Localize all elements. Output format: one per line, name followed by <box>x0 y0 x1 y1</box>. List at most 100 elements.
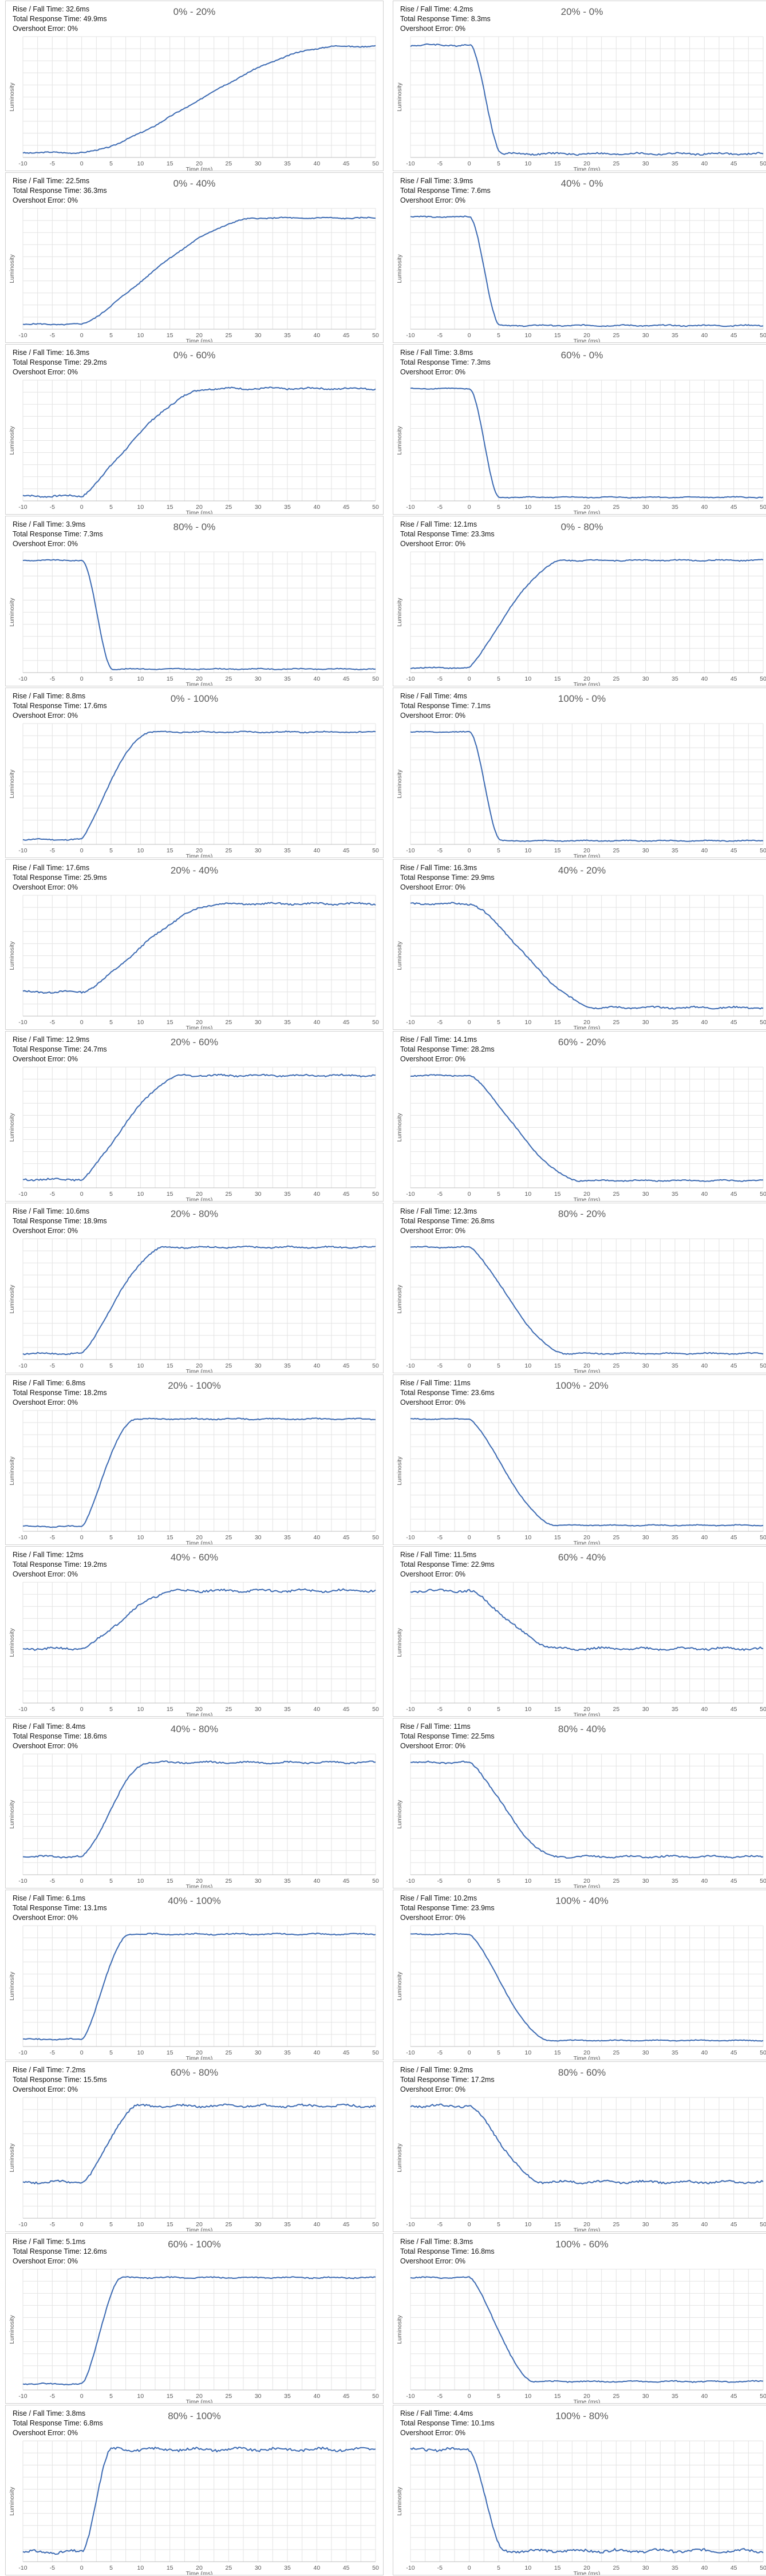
x-tick-label: 50 <box>760 2049 766 2056</box>
stats-block: Rise / Fall Time: 5.1ms Total Response Ti… <box>13 2237 107 2266</box>
gridlines <box>410 895 764 1017</box>
x-tick-label: 15 <box>554 675 561 682</box>
rise-fall-value: 3.9ms <box>453 177 473 185</box>
x-tick-label: -10 <box>406 1019 414 1026</box>
x-tick-label: 35 <box>672 332 678 339</box>
rise-fall-time-stat: Rise / Fall Time: 8.3ms <box>400 2238 473 2246</box>
x-tick-label: 15 <box>167 1362 173 1369</box>
x-tick-label: 30 <box>642 1019 649 1026</box>
overshoot-label: Overshoot Error <box>13 1227 64 1235</box>
x-tick-label: -5 <box>50 160 55 167</box>
overshoot-error-stat: Overshoot Error: 0% <box>400 196 465 204</box>
x-tick-label: 5 <box>109 2565 113 2571</box>
x-tick-label: 0 <box>80 847 84 854</box>
total-response-time-stat: Total Response Time: 8.3ms <box>400 15 491 23</box>
overshoot-label: Overshoot Error <box>13 368 64 376</box>
x-tick-label: 5 <box>497 847 500 854</box>
total-response-value: 22.5ms <box>471 1732 495 1740</box>
chart-svg: -10 -5 0 5 10 15 20 25 30 35 40 45 50 Time (ms) Lumino… <box>396 2097 766 2231</box>
overshoot-error-stat: Overshoot Error: 0% <box>400 540 465 548</box>
x-tick-label: 40 <box>313 332 320 339</box>
x-tick-label: 40 <box>701 160 708 167</box>
luminosity-series-line <box>410 1933 764 2042</box>
total-response-time-stat: Total Response Time: 13.1ms <box>13 1904 107 1912</box>
x-tick-label: 30 <box>642 332 649 339</box>
overshoot-label: Overshoot Error <box>13 540 64 548</box>
x-tick-label: 25 <box>225 1362 232 1369</box>
stats-block: Rise / Fall Time: 3.8ms Total Response Ti… <box>13 2409 103 2438</box>
x-tick-label: -10 <box>18 2393 27 2400</box>
x-tick-label: 50 <box>372 1191 379 1198</box>
chart-panel: -10 -5 0 5 10 15 20 25 30 35 40 45 50 Time (ms) Lumino… <box>393 1374 766 1545</box>
x-tick-label: -5 <box>437 675 443 682</box>
x-tick-label: 25 <box>225 1534 232 1541</box>
x-tick-label: 20 <box>583 1191 590 1198</box>
x-tick-label: 45 <box>731 2393 737 2400</box>
chart-panel: -10 -5 0 5 10 15 20 25 30 35 40 45 50 Time (ms) Lumino… <box>393 1203 766 1373</box>
chart-svg: -10 -5 0 5 10 15 20 25 30 35 40 45 50 Time (ms) Lumino… <box>9 1925 379 2060</box>
x-tick-label: 35 <box>284 160 291 167</box>
chart-title: 100% - 0% <box>558 693 606 704</box>
rise-fall-value: 14.1ms <box>453 1036 477 1044</box>
x-tick-label: 25 <box>225 160 232 167</box>
x-tick-label: 25 <box>613 1706 619 1713</box>
x-axis-label: Time (ms) <box>574 166 601 171</box>
total-response-label: Total Response Time <box>13 358 80 366</box>
total-response-time-stat: Total Response Time: 6.8ms <box>13 2419 103 2427</box>
x-tick-label: -5 <box>50 847 55 854</box>
stats-block: Rise / Fall Time: 12.1ms Total Response T… <box>400 520 495 549</box>
x-tick-label: -10 <box>18 1534 27 1541</box>
luminosity-series-line <box>22 1245 376 1356</box>
total-response-value: 23.9ms <box>471 1904 495 1912</box>
rise-fall-value: 32.6ms <box>66 5 90 13</box>
total-response-time-stat: Total Response Time: 23.9ms <box>400 1904 495 1912</box>
x-tick-label: 50 <box>760 2393 766 2400</box>
overshoot-value: 0% <box>67 1227 78 1235</box>
total-response-label: Total Response Time <box>400 1732 467 1740</box>
overshoot-value: 0% <box>67 883 78 891</box>
x-tick-label: -10 <box>406 675 414 682</box>
x-tick-label: 10 <box>137 2221 144 2228</box>
overshoot-error-stat: Overshoot Error: 0% <box>13 1914 78 1922</box>
x-tick-label: 35 <box>284 504 291 511</box>
x-tick-label: -5 <box>50 1362 55 1369</box>
y-axis-label: Luminosity <box>9 1800 15 1829</box>
x-tick-label: 30 <box>255 504 262 511</box>
gridlines <box>410 208 764 330</box>
gridlines <box>22 723 376 845</box>
x-tick-label: 50 <box>372 2221 379 2228</box>
x-axis-label: Time (ms) <box>574 1540 601 1545</box>
luminosity-series-line <box>22 1588 376 1651</box>
x-tick-label: 15 <box>167 2049 173 2056</box>
stats-block: Rise / Fall Time: 14.1ms Total Response T… <box>400 1035 495 1064</box>
x-tick-label: -10 <box>18 1191 27 1198</box>
x-tick-label: 45 <box>731 2049 737 2056</box>
y-axis-label: Luminosity <box>396 598 403 627</box>
x-tick-label: 15 <box>167 1019 173 1026</box>
gridlines <box>410 2097 764 2219</box>
total-response-label: Total Response Time <box>400 702 467 710</box>
x-tick-label: 20 <box>583 504 590 511</box>
y-axis-label: Luminosity <box>396 254 403 283</box>
x-tick-label: 50 <box>372 847 379 854</box>
x-tick-label: 40 <box>313 2565 320 2571</box>
x-tick-label: 0 <box>468 504 471 511</box>
rise-fall-value: 22.5ms <box>66 177 90 185</box>
x-tick-label: 45 <box>343 160 350 167</box>
x-tick-label: 5 <box>109 1019 113 1026</box>
total-response-value: 24.7ms <box>83 1045 107 1053</box>
x-tick-label: 50 <box>760 1019 766 1026</box>
chart-panel: -10 -5 0 5 10 15 20 25 30 35 40 45 50 Time (ms) Lumino… <box>5 859 384 1030</box>
rise-fall-label: Rise / Fall Time <box>13 177 62 185</box>
chart-panel: -10 -5 0 5 10 15 20 25 30 35 40 45 50 Time (ms) Lumino… <box>393 516 766 686</box>
x-tick-label: 10 <box>137 1191 144 1198</box>
y-axis-label: Luminosity <box>396 1113 403 1142</box>
x-tick-label: 35 <box>672 2049 678 2056</box>
x-tick-label: 5 <box>109 2049 113 2056</box>
overshoot-error-stat: Overshoot Error: 0% <box>400 25 465 33</box>
y-axis-label: Luminosity <box>9 426 15 455</box>
x-tick-label: -10 <box>406 504 414 511</box>
x-tick-label: -10 <box>18 1019 27 1026</box>
x-tick-label: 25 <box>613 2393 619 2400</box>
rise-fall-value: 3.9ms <box>66 520 86 528</box>
